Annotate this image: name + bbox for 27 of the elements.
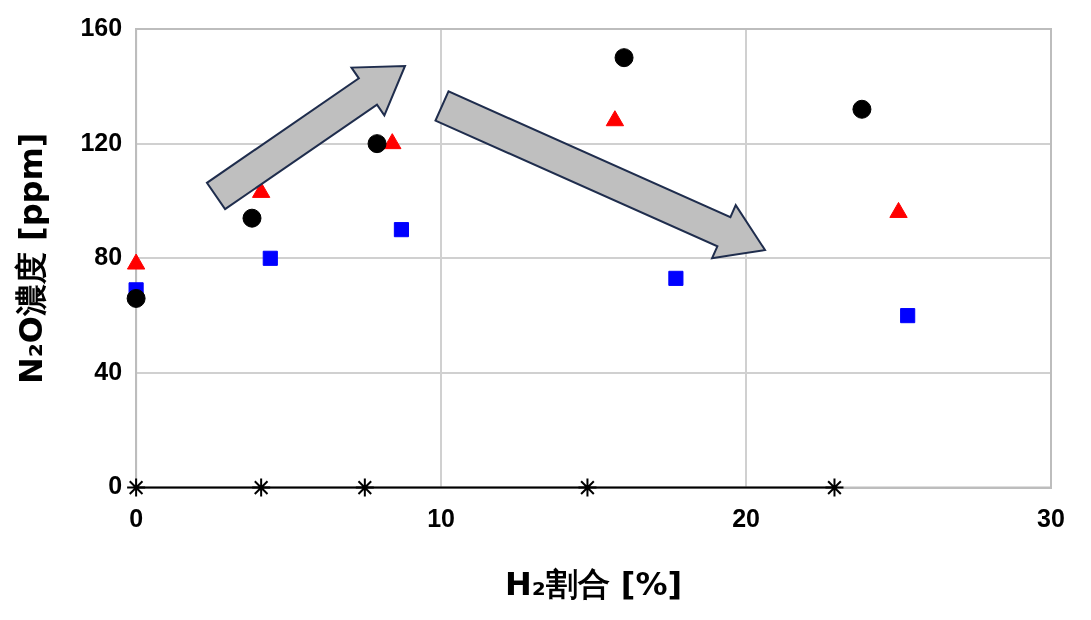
- point: [383, 133, 402, 150]
- point: [668, 270, 684, 286]
- y-axis-title: N₂O濃度 [ppm]: [11, 132, 50, 385]
- point: [126, 477, 147, 498]
- point: [577, 477, 598, 498]
- point: [393, 222, 409, 238]
- point: [852, 99, 872, 119]
- y-tick-label: 120: [80, 127, 123, 156]
- point: [824, 477, 845, 498]
- y-tick-label: 160: [80, 12, 123, 41]
- point: [126, 288, 146, 308]
- x-tick-label: 10: [427, 504, 455, 533]
- point: [614, 48, 634, 68]
- x-tick-label: 30: [1037, 504, 1065, 533]
- y-tick-label: 0: [108, 471, 123, 500]
- point: [605, 110, 625, 127]
- point: [262, 250, 278, 266]
- point: [900, 308, 916, 324]
- point: [367, 134, 387, 154]
- y-tick-label: 40: [94, 356, 123, 385]
- y-tick-label: 80: [94, 242, 123, 271]
- point: [251, 477, 272, 498]
- x-tick-label: 20: [732, 504, 760, 533]
- point: [242, 208, 262, 228]
- x-tick-label: 0: [129, 504, 144, 533]
- point: [354, 477, 375, 498]
- x-axis-title: H₂割合 [%]: [504, 565, 683, 604]
